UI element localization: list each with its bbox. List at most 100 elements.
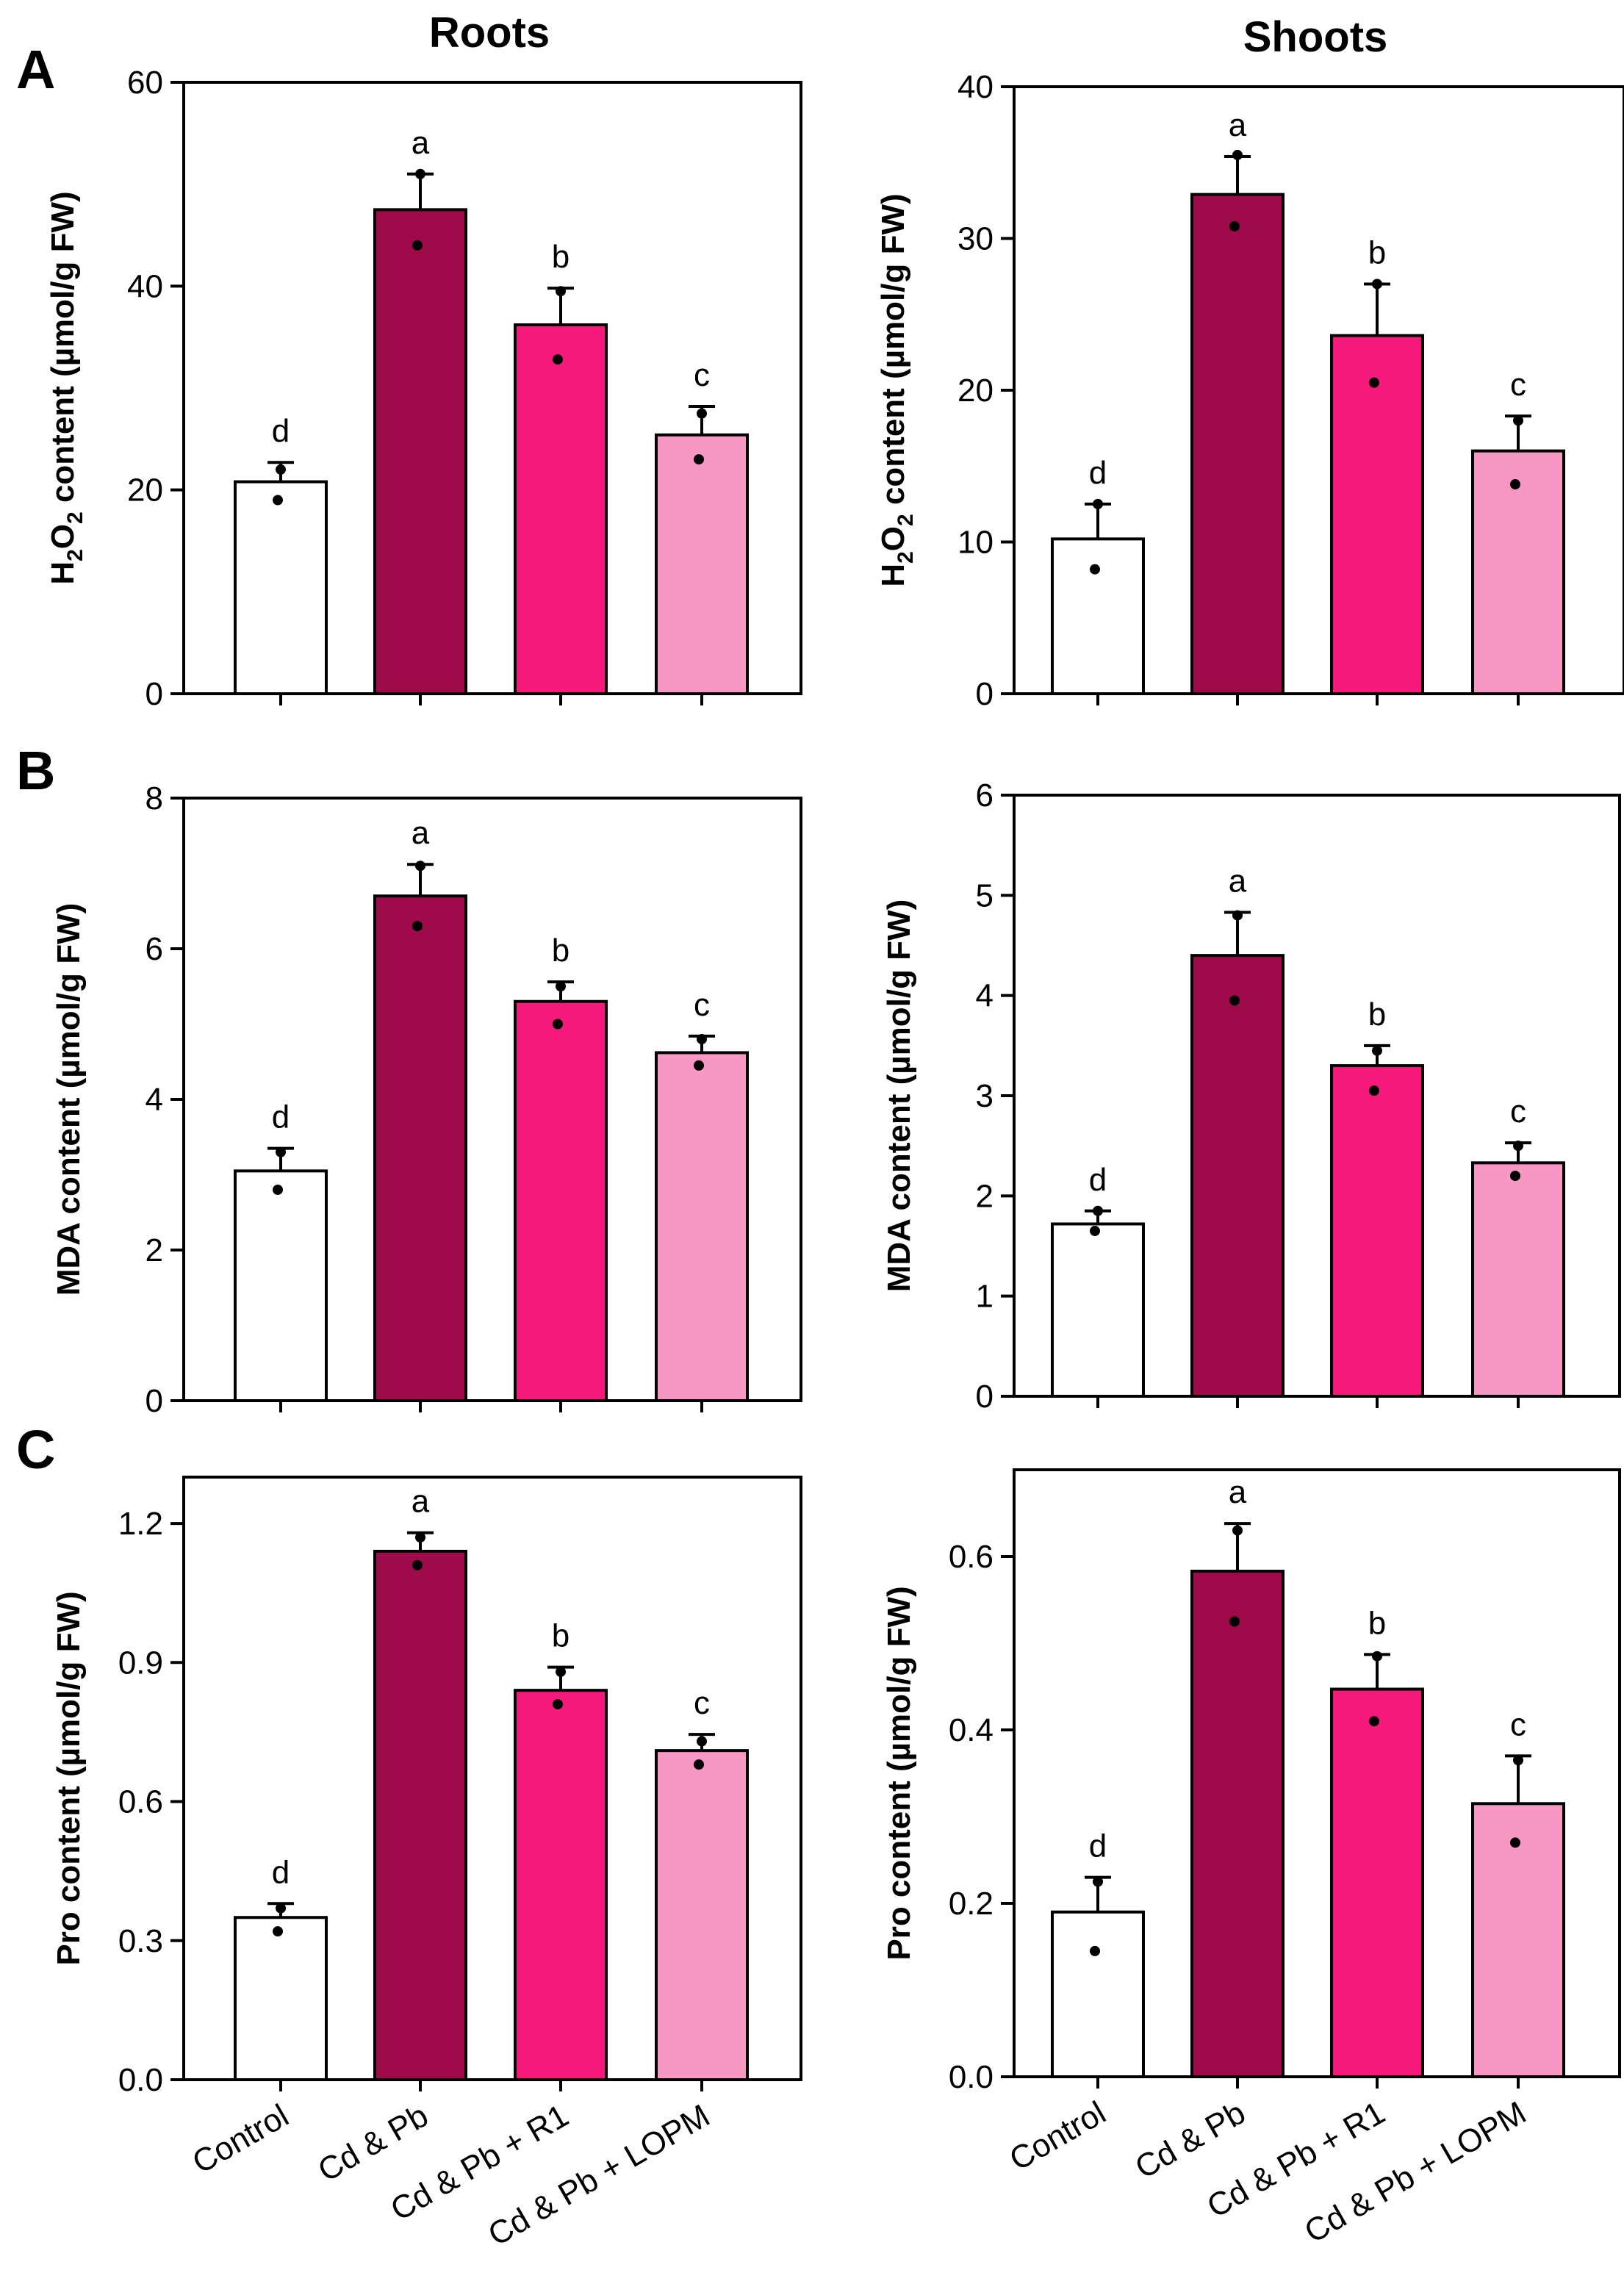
y-tick-label-b-roots-1: 2 [145, 1232, 163, 1268]
y-tick-label-c-roots-3: 0.9 [118, 1645, 163, 1681]
data-point-c-shoots-2-1 [1232, 1525, 1243, 1536]
y-axis-label-c-roots: Pro content (µmol/g FW) [51, 1591, 87, 1965]
data-point-b-roots-1-1 [276, 1146, 286, 1157]
y-tick-label-c-shoots-0: 0.0 [949, 2059, 994, 2095]
chart-b-roots: d a b c 0 2 4 6 8 MDA content (µmol/g FW) [51, 780, 802, 1419]
bar-b-roots-3 [514, 999, 608, 1402]
sig-letter-c-roots-2: a [412, 1484, 430, 1520]
y-axis-label-b-roots: MDA content (µmol/g FW) [51, 903, 87, 1296]
data-point-c-roots-4-2 [694, 1759, 704, 1770]
data-point-c-roots-4-1 [697, 1736, 707, 1747]
y-tick-label-a-roots-3: 60 [127, 65, 163, 101]
plot-frame-c-roots [182, 1476, 802, 2081]
plot-frame-a-roots [182, 81, 802, 695]
bar-c-roots-3 [514, 1689, 608, 2081]
bar-c-shoots-4 [1471, 1802, 1565, 2079]
data-point-b-shoots-2-2 [1229, 995, 1240, 1006]
y-tick-label-a-shoots-4: 40 [957, 69, 994, 105]
y-tick-label-b-roots-3: 6 [145, 931, 163, 967]
category-label-c-shoots-1: Control [1004, 2094, 1112, 2177]
y-tick-label-a-shoots-1: 10 [957, 525, 994, 561]
bar-b-roots-1 [234, 1169, 328, 1402]
data-point-b-shoots-3-1 [1372, 1045, 1382, 1056]
y-tick-label-a-roots-0: 0 [145, 676, 163, 712]
chart-b-shoots: d a b c 0 1 2 3 4 5 6 MDA content (µmol/g FW) [881, 778, 1621, 1415]
sig-letter-b-shoots-4: c [1510, 1093, 1526, 1130]
sig-letter-c-shoots-1: d [1089, 1828, 1107, 1864]
y-tick-label-c-shoots-1: 0.2 [949, 1886, 994, 1922]
data-point-b-roots-3-2 [553, 1019, 563, 1030]
data-point-b-shoots-2-1 [1232, 910, 1243, 921]
error-bar-a-roots-2 [407, 172, 434, 210]
column-title-roots: Roots [429, 9, 550, 57]
y-tick-label-b-roots-0: 0 [145, 1383, 163, 1419]
y-tick-label-c-roots-1: 0.3 [118, 1923, 163, 1959]
data-point-a-shoots-1-2 [1090, 564, 1100, 575]
sig-letter-c-shoots-4: c [1510, 1706, 1526, 1742]
sig-letter-b-shoots-2: a [1229, 863, 1247, 899]
data-point-a-roots-3-1 [556, 286, 566, 297]
sig-letter-c-shoots-2: a [1229, 1474, 1247, 1510]
sig-letter-a-shoots-3: b [1368, 234, 1386, 270]
bar-a-shoots-3 [1330, 334, 1424, 695]
data-point-b-roots-2-2 [412, 921, 423, 932]
data-point-a-roots-1-2 [273, 495, 283, 506]
data-point-b-roots-3-1 [556, 981, 566, 992]
y-tick-label-b-shoots-6: 6 [976, 778, 994, 814]
bar-b-shoots-4 [1471, 1161, 1565, 1398]
y-tick-label-c-shoots-2: 0.4 [949, 1712, 994, 1748]
y-axis-label-c-shoots: Pro content (µmol/g FW) [881, 1586, 917, 1960]
data-point-c-roots-1-2 [273, 1926, 283, 1937]
sig-letter-b-roots-2: a [412, 815, 430, 851]
data-point-a-roots-1-1 [276, 464, 286, 475]
sig-letter-c-shoots-3: b [1368, 1605, 1386, 1641]
y-tick-label-b-shoots-2: 2 [976, 1178, 994, 1214]
sig-letter-a-roots-3: b [552, 239, 570, 275]
bar-a-roots-2 [373, 208, 467, 696]
data-point-c-shoots-3-2 [1369, 1716, 1379, 1727]
y-tick-label-a-shoots-2: 20 [957, 373, 994, 409]
y-axis-label-a-shoots: H2O2 content (µmol/g FW) [875, 193, 918, 586]
data-point-a-roots-2-2 [412, 240, 423, 251]
data-point-a-shoots-3-1 [1372, 279, 1382, 290]
bar-c-roots-4 [655, 1749, 749, 2081]
panel-letter-a: A [16, 39, 55, 100]
y-tick-label-b-shoots-0: 0 [976, 1379, 994, 1415]
sig-letter-b-shoots-3: b [1368, 996, 1386, 1033]
sig-letter-a-shoots-2: a [1229, 107, 1247, 143]
sig-letter-a-shoots-4: c [1510, 367, 1526, 403]
bar-b-roots-2 [373, 894, 467, 1402]
error-bar-a-shoots-3 [1364, 282, 1390, 336]
data-point-a-roots-4-2 [694, 454, 704, 465]
data-point-b-shoots-1-2 [1090, 1226, 1100, 1237]
sig-letter-b-roots-3: b [552, 933, 570, 969]
data-point-b-roots-4-2 [694, 1060, 704, 1071]
bar-a-roots-1 [234, 480, 328, 695]
y-tick-label-a-shoots-3: 30 [957, 221, 994, 257]
y-tick-label-b-shoots-4: 4 [976, 978, 994, 1014]
bar-b-roots-4 [655, 1051, 749, 1402]
sig-letter-a-shoots-1: d [1089, 455, 1107, 491]
sig-letter-b-roots-4: c [694, 987, 710, 1023]
bar-c-shoots-1 [1051, 1910, 1145, 2079]
chart-c-shoots: d a b c 0.0 0.2 0.4 0.6 Pro content (µmol/g FW) C… [881, 1468, 1621, 2250]
sig-letter-c-roots-3: b [552, 1618, 570, 1654]
data-point-c-shoots-4-2 [1510, 1837, 1520, 1848]
bar-a-roots-4 [655, 433, 749, 696]
panel-letter-c: C [16, 1419, 55, 1480]
y-tick-label-c-roots-4: 1.2 [118, 1506, 163, 1542]
bar-c-roots-1 [234, 1916, 328, 2081]
data-point-a-shoots-2-1 [1232, 149, 1243, 160]
y-axis-label-b-shoots: MDA content (µmol/g FW) [881, 899, 917, 1293]
y-tick-label-c-roots-0: 0.0 [118, 2062, 163, 2098]
data-point-b-shoots-4-1 [1513, 1141, 1523, 1152]
y-tick-label-a-shoots-0: 0 [976, 676, 994, 712]
data-point-a-shoots-4-1 [1513, 415, 1523, 426]
data-point-b-roots-4-1 [697, 1034, 707, 1044]
data-point-c-roots-2-2 [412, 1559, 423, 1570]
bar-c-roots-2 [373, 1549, 467, 2081]
chart-a-roots: d a b c 0 20 40 60 H2O2 content (µmol/g FW) [45, 65, 802, 712]
chart-c-roots: d a b c 0.0 0.3 0.6 0.9 1.2 Pro content (µmol/g F… [51, 1476, 802, 2253]
y-tick-label-b-roots-2: 4 [145, 1082, 163, 1118]
